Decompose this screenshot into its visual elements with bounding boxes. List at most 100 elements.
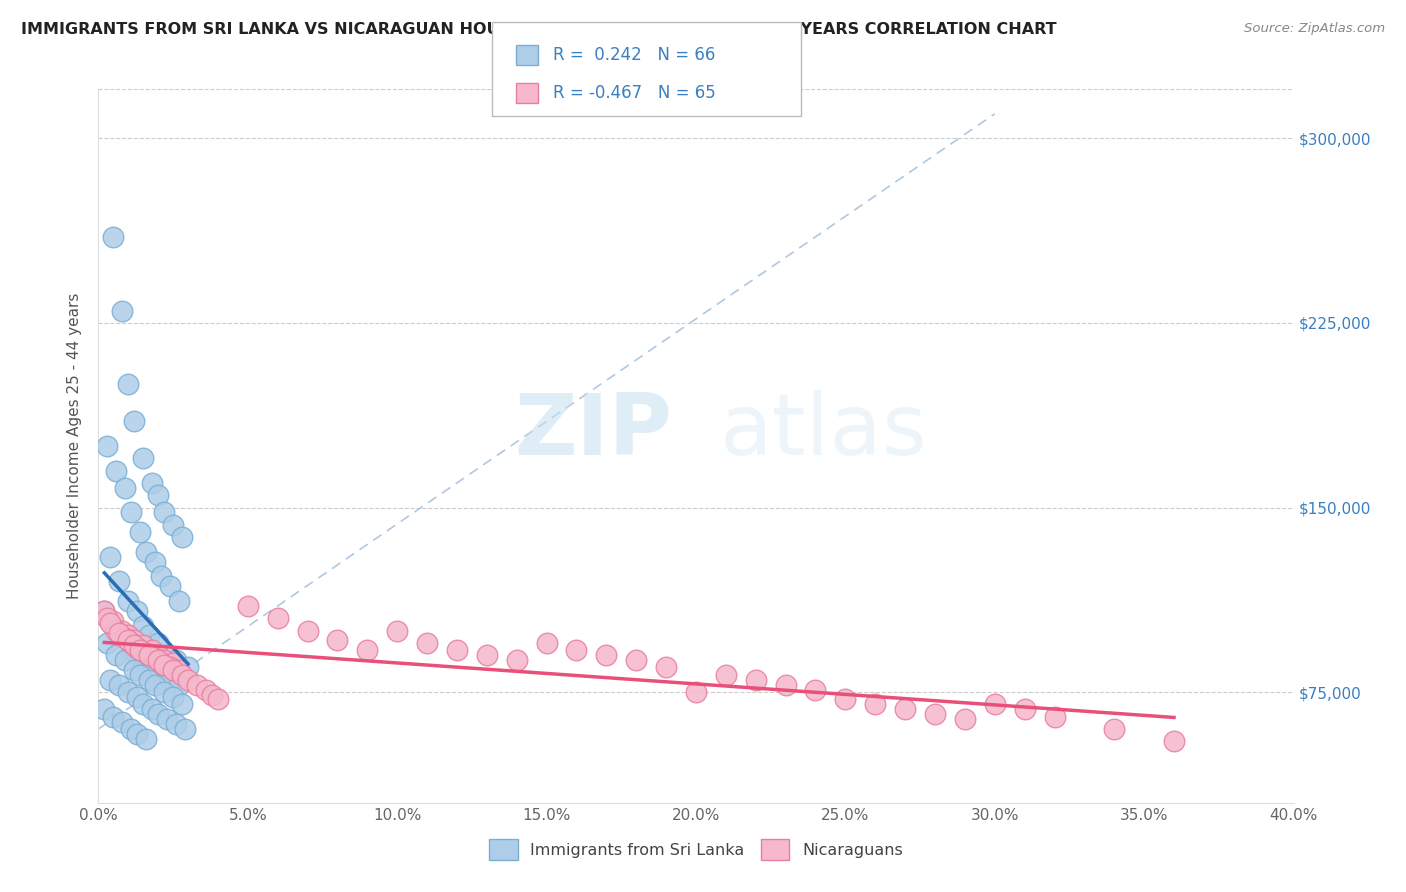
Point bbox=[775, 678, 797, 692]
Point bbox=[96, 636, 118, 650]
Point bbox=[536, 636, 558, 650]
Point bbox=[127, 640, 149, 655]
Point bbox=[162, 656, 184, 670]
Point bbox=[138, 628, 160, 642]
Point bbox=[714, 668, 737, 682]
Point bbox=[924, 707, 946, 722]
Point bbox=[98, 549, 122, 564]
Point bbox=[953, 712, 976, 726]
Point bbox=[96, 439, 118, 453]
Point bbox=[506, 653, 529, 667]
Text: R =  0.242   N = 66: R = 0.242 N = 66 bbox=[553, 45, 714, 63]
Point bbox=[108, 626, 131, 640]
Point bbox=[111, 714, 134, 729]
Point bbox=[148, 636, 170, 650]
Point bbox=[177, 660, 200, 674]
Point bbox=[124, 414, 146, 428]
Point bbox=[201, 688, 224, 702]
Point bbox=[297, 624, 319, 638]
Point bbox=[446, 643, 468, 657]
Point bbox=[132, 638, 155, 652]
Point bbox=[1014, 702, 1036, 716]
Point bbox=[174, 722, 197, 736]
Point bbox=[135, 646, 157, 660]
Y-axis label: Householder Income Ages 25 - 44 years: Householder Income Ages 25 - 44 years bbox=[67, 293, 83, 599]
Point bbox=[93, 604, 115, 618]
Point bbox=[984, 698, 1007, 712]
Text: ZIP: ZIP bbox=[515, 390, 672, 474]
Point bbox=[141, 643, 163, 657]
Point bbox=[117, 594, 139, 608]
Point bbox=[103, 614, 125, 628]
Point bbox=[267, 611, 290, 625]
Point bbox=[124, 638, 146, 652]
Point bbox=[111, 624, 134, 638]
Point bbox=[167, 594, 190, 608]
Point bbox=[156, 712, 179, 726]
Point bbox=[135, 653, 157, 667]
Point bbox=[105, 464, 128, 478]
Point bbox=[156, 648, 179, 662]
Point bbox=[865, 698, 887, 712]
Point bbox=[153, 658, 176, 673]
Point bbox=[129, 525, 152, 540]
Point bbox=[117, 685, 139, 699]
Point bbox=[124, 663, 146, 677]
Point bbox=[135, 545, 157, 559]
Point bbox=[132, 451, 155, 466]
Point bbox=[153, 505, 176, 519]
Point bbox=[148, 488, 170, 502]
Text: atlas: atlas bbox=[720, 390, 928, 474]
Point bbox=[150, 656, 173, 670]
Point bbox=[172, 530, 194, 544]
Point bbox=[385, 624, 409, 638]
Point bbox=[96, 611, 118, 625]
Point bbox=[159, 660, 181, 674]
Point bbox=[150, 569, 173, 583]
Point bbox=[162, 517, 184, 532]
Point bbox=[120, 505, 142, 519]
Text: Source: ZipAtlas.com: Source: ZipAtlas.com bbox=[1244, 22, 1385, 36]
Point bbox=[132, 698, 155, 712]
Point bbox=[162, 690, 184, 704]
Point bbox=[127, 604, 149, 618]
Text: R = -0.467   N = 65: R = -0.467 N = 65 bbox=[553, 84, 716, 102]
Point bbox=[127, 648, 149, 662]
Point bbox=[120, 722, 142, 736]
Point bbox=[138, 673, 160, 687]
Point bbox=[655, 660, 678, 674]
Point bbox=[129, 668, 152, 682]
Point bbox=[416, 636, 439, 650]
Point bbox=[127, 727, 149, 741]
Point bbox=[103, 230, 125, 244]
Point bbox=[595, 648, 617, 662]
Point bbox=[141, 660, 163, 674]
Point bbox=[167, 663, 190, 677]
Point bbox=[143, 678, 166, 692]
Point bbox=[114, 653, 136, 667]
Point bbox=[111, 303, 134, 318]
Point bbox=[195, 682, 218, 697]
Point bbox=[159, 579, 181, 593]
Point bbox=[1043, 709, 1066, 723]
Point bbox=[148, 707, 170, 722]
Point bbox=[127, 690, 149, 704]
Point bbox=[1104, 722, 1126, 736]
Point bbox=[138, 648, 160, 662]
Point bbox=[475, 648, 498, 662]
Point bbox=[804, 682, 827, 697]
Point bbox=[108, 574, 131, 589]
Text: IMMIGRANTS FROM SRI LANKA VS NICARAGUAN HOUSEHOLDER INCOME AGES 25 - 44 YEARS CO: IMMIGRANTS FROM SRI LANKA VS NICARAGUAN … bbox=[21, 22, 1057, 37]
Point bbox=[108, 678, 131, 692]
Point bbox=[165, 717, 187, 731]
Point bbox=[98, 616, 122, 631]
Point bbox=[93, 702, 115, 716]
Legend: Immigrants from Sri Lanka, Nicaraguans: Immigrants from Sri Lanka, Nicaraguans bbox=[482, 833, 910, 866]
Point bbox=[172, 698, 194, 712]
Point bbox=[103, 618, 125, 632]
Point bbox=[356, 643, 378, 657]
Point bbox=[135, 731, 157, 746]
Point bbox=[153, 685, 176, 699]
Point bbox=[745, 673, 768, 687]
Point bbox=[93, 604, 115, 618]
